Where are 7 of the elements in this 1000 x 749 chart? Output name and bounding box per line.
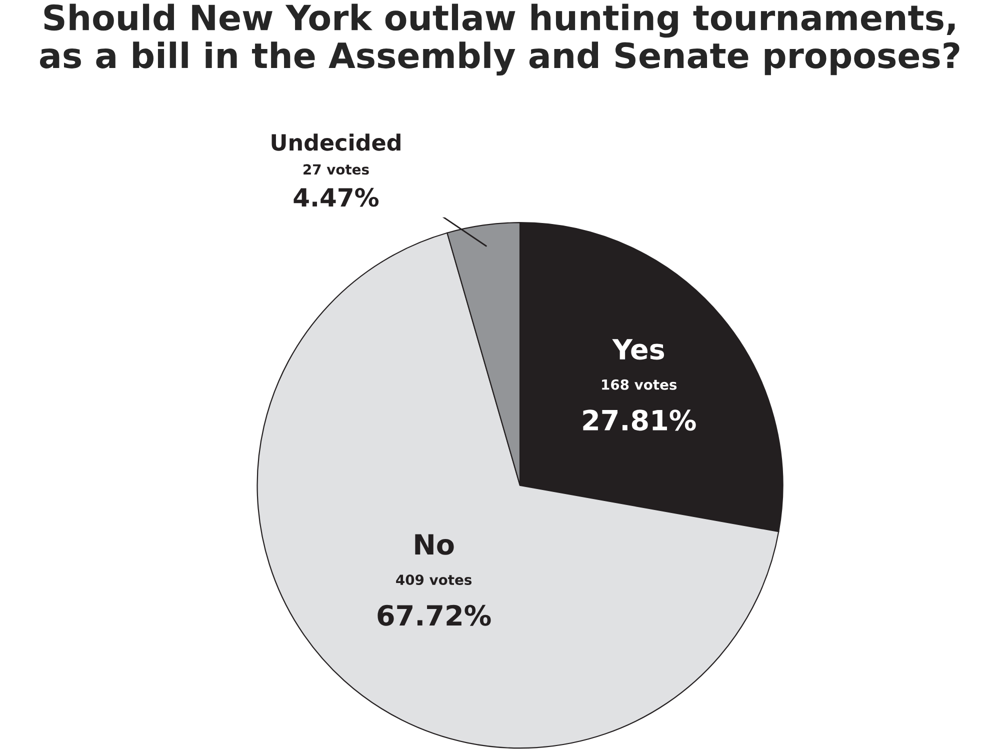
data-label: 27 votes 4.47% xyxy=(294,164,379,207)
slice-label: No xyxy=(415,534,454,555)
text: 168 votes 27.81% xyxy=(583,379,696,431)
chart-title: Should New York outlaw hunting tournaments, as a bill in the Assembly and Senate proposes? xyxy=(40,4,960,76)
slice-label: Undecided xyxy=(272,134,400,151)
text: 409 votes 67.72% xyxy=(378,574,491,626)
slice-label: Yes xyxy=(612,339,664,360)
